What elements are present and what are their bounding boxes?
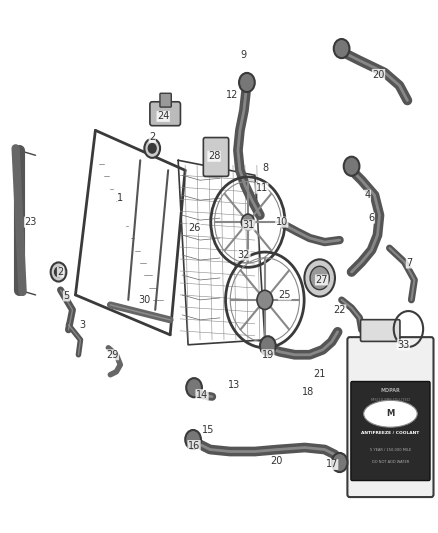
FancyBboxPatch shape	[360, 320, 400, 342]
Circle shape	[55, 267, 63, 277]
Circle shape	[239, 73, 255, 92]
Text: 17: 17	[325, 459, 338, 470]
Text: 9: 9	[241, 50, 247, 60]
FancyBboxPatch shape	[351, 382, 430, 481]
Text: 32: 32	[238, 250, 250, 260]
Text: 31: 31	[243, 220, 255, 230]
Text: DO NOT ADD WATER: DO NOT ADD WATER	[372, 459, 409, 464]
Text: 21: 21	[314, 369, 326, 379]
Text: 16: 16	[188, 441, 200, 450]
Circle shape	[334, 39, 350, 58]
Text: 11: 11	[256, 183, 268, 193]
Text: 2: 2	[149, 132, 155, 142]
Ellipse shape	[364, 400, 417, 427]
Text: 23: 23	[25, 217, 37, 227]
FancyBboxPatch shape	[150, 102, 180, 126]
Circle shape	[186, 378, 202, 397]
Text: 5: 5	[64, 291, 70, 301]
Text: 28: 28	[208, 151, 220, 161]
Text: MS/10 PRE-DILUTED: MS/10 PRE-DILUTED	[371, 398, 410, 402]
Circle shape	[310, 266, 329, 289]
Text: 27: 27	[315, 275, 328, 285]
Text: 10: 10	[276, 217, 288, 227]
Text: 25: 25	[279, 290, 291, 300]
Text: 30: 30	[138, 295, 150, 305]
Text: 2: 2	[57, 267, 64, 277]
Text: ANTIFREEZE / COOLANT: ANTIFREEZE / COOLANT	[361, 431, 420, 435]
Text: 8: 8	[263, 163, 269, 173]
Text: 26: 26	[188, 223, 200, 233]
Text: 5 YEAR / 150,000 MILE: 5 YEAR / 150,000 MILE	[370, 448, 411, 452]
Text: 33: 33	[397, 340, 410, 350]
Text: 12: 12	[226, 91, 238, 100]
Circle shape	[257, 290, 273, 310]
Text: 22: 22	[333, 305, 346, 315]
Text: 4: 4	[364, 190, 371, 200]
Text: 24: 24	[157, 111, 170, 122]
Text: 20: 20	[372, 69, 385, 79]
Circle shape	[185, 430, 201, 449]
Text: 3: 3	[79, 320, 85, 330]
Circle shape	[332, 453, 347, 472]
Circle shape	[260, 336, 276, 356]
Text: 15: 15	[202, 425, 214, 434]
Circle shape	[51, 262, 67, 281]
Text: 1: 1	[117, 193, 124, 203]
Text: 6: 6	[368, 213, 374, 223]
Circle shape	[304, 260, 335, 296]
Circle shape	[145, 139, 160, 158]
Text: 13: 13	[228, 379, 240, 390]
FancyBboxPatch shape	[160, 93, 171, 107]
Text: M: M	[386, 409, 395, 418]
Text: 7: 7	[406, 258, 413, 268]
Text: 29: 29	[106, 350, 119, 360]
FancyBboxPatch shape	[347, 337, 434, 497]
Text: 18: 18	[302, 386, 314, 397]
Circle shape	[148, 143, 156, 153]
Circle shape	[344, 157, 360, 176]
Text: 14: 14	[196, 390, 208, 400]
Text: 19: 19	[262, 350, 274, 360]
Circle shape	[241, 214, 254, 230]
Text: MOPAR: MOPAR	[381, 388, 400, 393]
Text: 20: 20	[271, 456, 283, 466]
FancyBboxPatch shape	[203, 138, 229, 176]
